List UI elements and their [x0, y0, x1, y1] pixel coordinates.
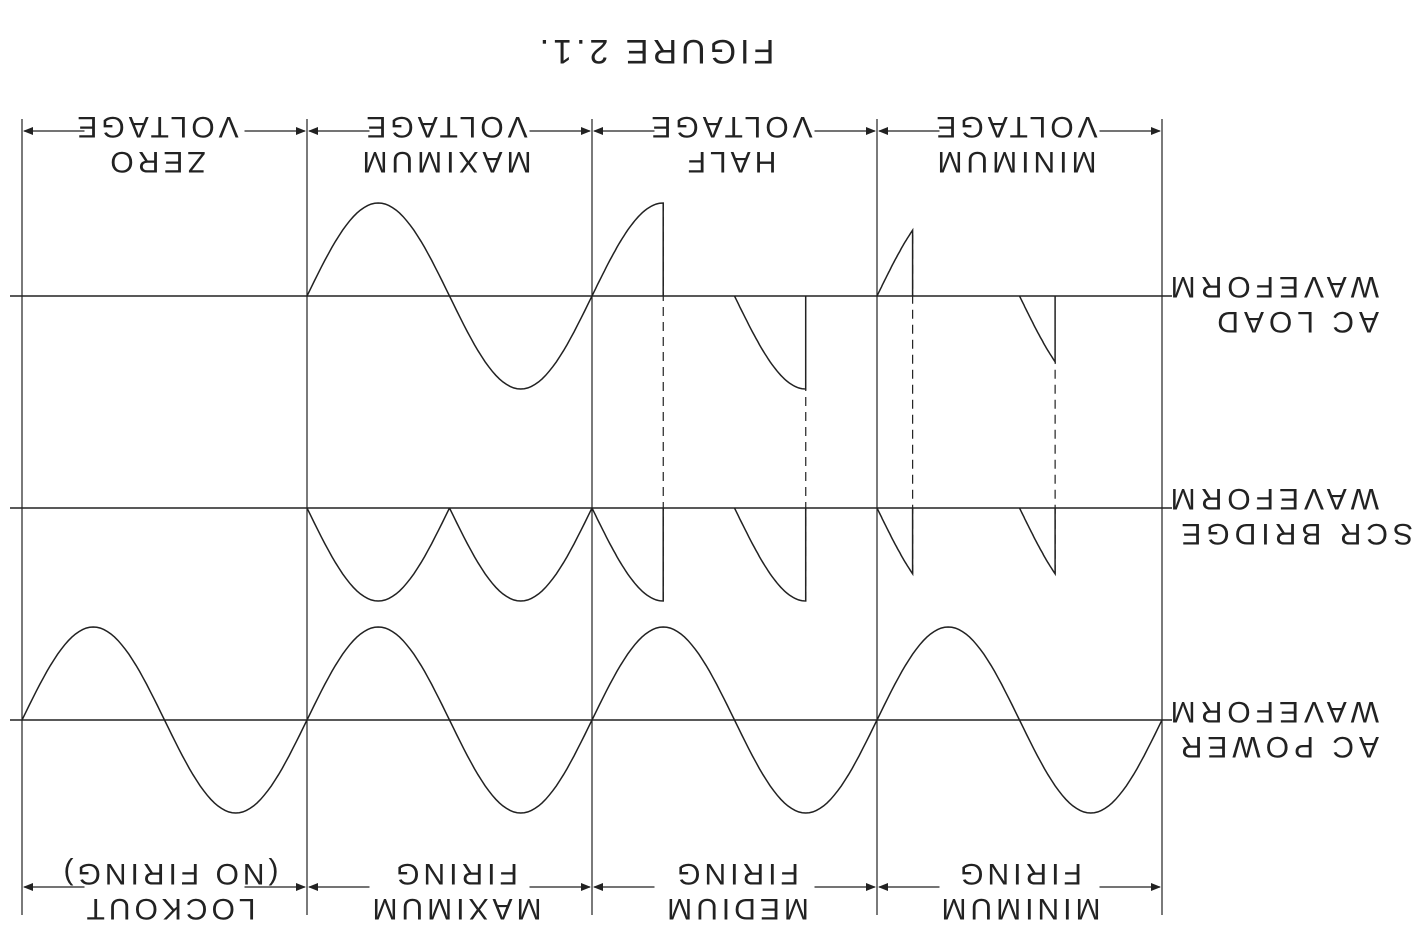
voltage-label-half-2: VOLTAGE — [647, 110, 812, 143]
firing-label-minimum-1: MINIMUM — [938, 892, 1101, 925]
row-label-scr-bridge-line1: SCR BRIDGE — [1176, 517, 1413, 550]
firing-label-maximum-2: FIRING — [392, 857, 518, 890]
ac-power-wave — [306, 626, 593, 814]
ac-power-wave — [591, 626, 878, 814]
dimension-arrows — [23, 127, 1161, 891]
row-label-ac-load-line1: AC LOAD — [1212, 305, 1379, 338]
scr-bridge-wave — [306, 507, 593, 602]
row-label-ac-load-line2: WAVEFORM — [1166, 270, 1379, 303]
row-label-ac-power-line2: WAVEFORM — [1166, 695, 1379, 728]
firing-label-lockout-1: LOCKOUT — [82, 892, 255, 925]
scr-bridge-wave — [876, 507, 1056, 577]
figure-title: FIGURE 2.1. — [536, 32, 775, 70]
ac-load-wave — [591, 202, 807, 390]
voltage-label-zero-2: VOLTAGE — [73, 110, 238, 143]
voltage-labels: MINIMUM VOLTAGE HALF VOLTAGE MAXIMUM VOL… — [73, 110, 1097, 178]
row-label-ac-load: AC LOAD WAVEFORM — [1166, 270, 1379, 338]
firing-label-maximum-1: MAXIMUM — [369, 892, 542, 925]
firing-label-lockout-2: (NO FIRING) — [60, 857, 279, 890]
voltage-label-maximum-2: VOLTAGE — [362, 110, 527, 143]
voltage-label-zero-1: ZERO — [106, 145, 205, 178]
row-label-ac-power-line1: AC POWER — [1176, 730, 1379, 763]
voltage-label-minimum-1: MINIMUM — [934, 145, 1097, 178]
firing-label-medium-1: MEDIUM — [663, 892, 809, 925]
voltage-label-minimum-2: VOLTAGE — [932, 110, 1097, 143]
firing-label-medium-2: FIRING — [673, 857, 799, 890]
voltage-label-maximum-1: MAXIMUM — [359, 145, 532, 178]
firing-label-minimum-2: FIRING — [956, 857, 1082, 890]
scr-bridge-wave — [591, 507, 807, 602]
row-label-scr-bridge-line2: WAVEFORM — [1166, 482, 1379, 515]
row-label-scr-bridge: SCR BRIDGE WAVEFORM — [1166, 482, 1413, 550]
segment-dividers — [21, 119, 1163, 915]
ac-power-wave — [21, 626, 308, 814]
baselines — [10, 295, 1172, 721]
row-label-ac-power: AC POWER WAVEFORM — [1166, 695, 1379, 763]
waveforms — [21, 202, 1163, 814]
firing-labels: MINIMUM FIRING MEDIUM FIRING MAXIMUM FIR… — [60, 857, 1101, 925]
ac-load-wave — [876, 227, 1056, 365]
ac-load-wave — [306, 202, 593, 390]
voltage-label-half-1: HALF — [684, 145, 777, 178]
ac-power-wave — [876, 626, 1163, 814]
